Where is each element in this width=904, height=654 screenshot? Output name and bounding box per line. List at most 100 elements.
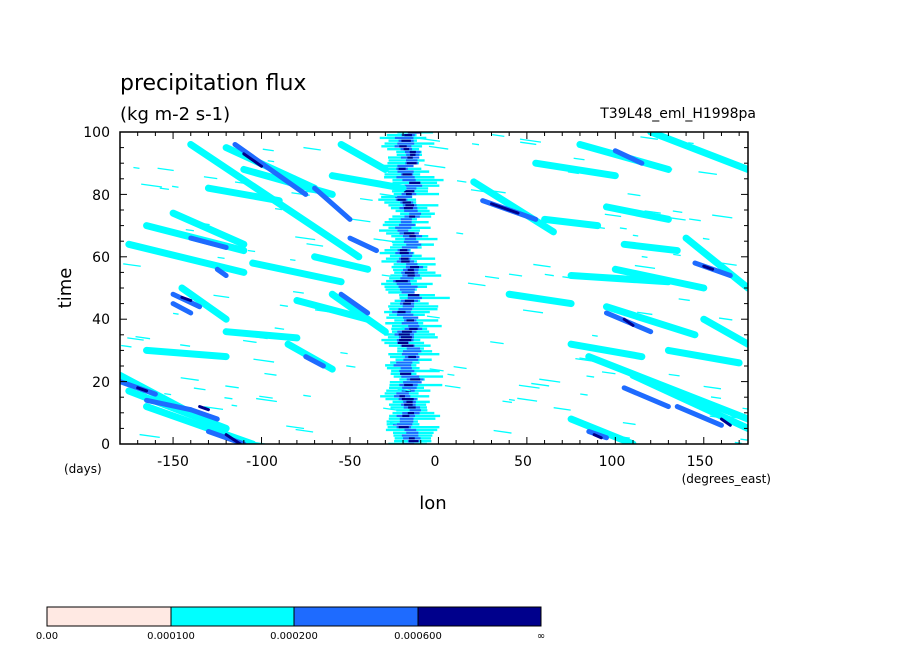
- precip-streak-level-1: [249, 259, 345, 286]
- scatter-streak: [604, 213, 622, 218]
- scatter-streak: [127, 337, 144, 341]
- precip-streak-level-1: [204, 184, 283, 205]
- axis-ticks: [119, 131, 748, 445]
- scatter-streak: [172, 185, 179, 188]
- scatter-streak: [742, 407, 748, 410]
- precip-streak-level-3: [702, 264, 715, 271]
- scatter-streak: [259, 395, 273, 399]
- scatter-streak: [740, 438, 748, 441]
- scatter-streak: [424, 164, 446, 169]
- y-tick-label: 0: [101, 437, 110, 453]
- scatter-streak: [274, 207, 283, 211]
- scatter-streak: [262, 148, 274, 152]
- colorbar-label: 0.000600: [394, 631, 442, 642]
- scatter-streak: [429, 368, 444, 372]
- scatter-streak: [172, 312, 179, 315]
- scatter-streak: [502, 400, 513, 404]
- scatter-streak: [669, 217, 686, 221]
- scatter-streak: [508, 398, 515, 401]
- precip-streak-level-1: [505, 290, 575, 308]
- precip-streak-level-1: [222, 328, 301, 342]
- scatter-streak: [712, 214, 733, 219]
- scatter-streak: [253, 358, 275, 363]
- scatter-streak: [672, 210, 683, 214]
- scatter-streak: [426, 315, 440, 319]
- scatter-streak: [456, 232, 464, 235]
- chart-subtitle: (kg m-2 s-1): [120, 104, 230, 125]
- scatter-streak: [689, 218, 701, 222]
- scatter-streak: [180, 344, 191, 347]
- scatter-streak: [346, 365, 356, 368]
- scatter-streak: [492, 133, 505, 137]
- precip-streak-level-3: [622, 317, 635, 327]
- scatter-streak: [135, 336, 151, 340]
- precip-streak-level-1: [328, 172, 407, 192]
- scatter-streak: [586, 375, 595, 378]
- y-tick-label: 80: [92, 188, 110, 204]
- scatter-streak: [702, 237, 710, 241]
- precip-streak-level-1: [567, 340, 646, 361]
- scatter-streak: [256, 397, 277, 403]
- precip-streak-level-1: [169, 209, 248, 248]
- colorbar-label: ∞: [537, 631, 545, 642]
- precip-streak-level-1: [328, 290, 389, 336]
- scatter-streak: [508, 273, 523, 277]
- precip-streak-level-1: [682, 234, 748, 292]
- scatter-streak: [225, 385, 239, 389]
- precip-streak-level-2: [612, 148, 645, 166]
- scatter-streak: [159, 187, 170, 191]
- x-axis-units: (degrees_east): [682, 472, 771, 486]
- scatter-streak: [379, 193, 398, 198]
- precip-streak-level-3: [489, 202, 520, 215]
- scatter-streak: [484, 275, 500, 280]
- scatter-streak: [213, 294, 230, 299]
- x-tick-label: -150: [157, 454, 189, 470]
- y-tick-label: 20: [92, 375, 110, 391]
- scatter-streak: [544, 273, 554, 277]
- precip-streak-level-1: [470, 178, 557, 236]
- scatter-streak: [121, 344, 132, 348]
- x-tick-labels: -150 -100 -50 0 50 100 150: [157, 454, 713, 470]
- x-axis-label: lon: [419, 493, 446, 514]
- scatter-streak: [164, 392, 172, 396]
- precip-streak-level-3: [592, 433, 603, 440]
- scatter-streak: [622, 422, 636, 426]
- scatter-streak: [420, 137, 441, 142]
- scatter-streak: [637, 311, 653, 316]
- colorbar-box-3: [294, 607, 418, 626]
- precip-streak-level-2: [312, 185, 353, 222]
- colorbar-box-4: [418, 607, 541, 626]
- scatter-streak: [601, 371, 616, 375]
- precip-streak-level-2: [232, 141, 309, 197]
- scatter-streak: [517, 397, 538, 402]
- scatter-streak: [264, 372, 277, 376]
- y-axis-label: time: [55, 268, 76, 309]
- x-tick-label: 50: [514, 454, 532, 470]
- scatter-streak: [203, 176, 218, 180]
- scatter-streak: [247, 249, 256, 253]
- scatter-streak: [703, 385, 722, 390]
- scatter-streak: [531, 382, 550, 387]
- scatter-streak: [734, 441, 742, 444]
- scatter-streak: [444, 385, 461, 389]
- precip-streak-level-1: [629, 371, 748, 432]
- precip-streak-level-3: [242, 152, 264, 168]
- scatter-streak: [640, 136, 658, 140]
- scatter-streak: [397, 388, 411, 392]
- colorbar-label: 0.000200: [270, 631, 318, 642]
- scatter-streak: [668, 373, 680, 377]
- scatter-streak: [267, 160, 275, 163]
- precip-streak-level-2: [303, 354, 326, 369]
- scatter-streak: [396, 325, 405, 328]
- scatter-streak: [619, 227, 627, 230]
- y-tick-label: 100: [83, 125, 110, 141]
- scatter-streak: [204, 406, 224, 411]
- precip-streak-level-1: [602, 303, 699, 339]
- scatter-streak: [295, 236, 316, 241]
- scatter-streak: [522, 309, 544, 314]
- precip-streak-level-1: [125, 240, 248, 276]
- precip-streak-level-1: [602, 203, 672, 223]
- scatter-streak: [243, 339, 257, 344]
- precip-streak-level-1: [178, 284, 230, 323]
- scatter-streak: [180, 377, 199, 381]
